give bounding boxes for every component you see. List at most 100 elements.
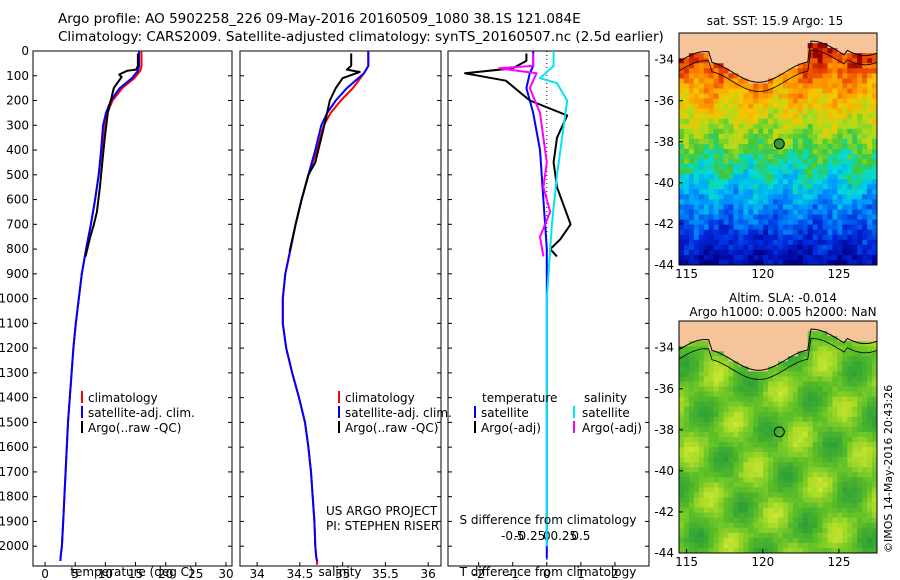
map-cell <box>688 128 695 135</box>
map-cell <box>862 321 868 327</box>
map-cell <box>847 507 853 514</box>
map-cell <box>763 259 769 265</box>
map-cell <box>703 214 710 221</box>
map-cell <box>872 103 877 110</box>
map-cell <box>842 396 848 403</box>
map-cell <box>753 239 759 246</box>
map-cell <box>763 159 769 165</box>
map-cell <box>792 507 799 514</box>
map-cell <box>812 547 818 553</box>
map-cell <box>718 259 724 265</box>
sal-series <box>281 51 370 565</box>
map-cell <box>683 113 690 120</box>
map-cell <box>679 33 685 39</box>
map-cell <box>807 214 814 221</box>
map-cell <box>792 98 799 105</box>
map-cell <box>743 78 749 84</box>
map-cell <box>872 43 877 49</box>
map-cell <box>763 376 769 382</box>
map-cell <box>768 98 774 105</box>
map-cell <box>748 159 754 165</box>
map-cell <box>708 321 715 327</box>
map-cell <box>753 33 759 39</box>
map-cell <box>758 492 764 498</box>
map-cell <box>679 547 685 553</box>
map-cell <box>688 259 695 265</box>
map-cell <box>713 33 719 39</box>
map-cell <box>773 447 779 453</box>
map-cell <box>763 477 769 483</box>
map-cell <box>822 259 828 265</box>
map-cell <box>862 346 868 352</box>
map-cell <box>832 48 838 54</box>
map-cell <box>778 234 784 241</box>
map-cell <box>837 522 843 529</box>
map-cell <box>807 386 814 393</box>
map-cell <box>822 447 828 453</box>
map-cell <box>792 169 799 175</box>
map-cell <box>733 442 739 448</box>
map-cell <box>782 103 789 110</box>
map-cell <box>802 239 809 246</box>
map-cell <box>713 346 719 352</box>
map-cell <box>778 249 784 256</box>
map-cell <box>738 93 744 99</box>
map-cell <box>703 482 710 488</box>
map-cell <box>802 442 809 448</box>
map-cell <box>852 239 858 246</box>
map-cell <box>832 537 838 544</box>
map-cell <box>738 507 744 514</box>
map-cell <box>812 346 818 352</box>
y-tick-label: 800 <box>6 242 29 256</box>
map-cell <box>827 411 833 418</box>
map-cell <box>693 391 700 398</box>
map-cell <box>679 154 685 160</box>
map-cell <box>847 143 853 150</box>
map-cell <box>748 356 754 362</box>
map-cell <box>713 73 719 79</box>
map-cell <box>812 361 818 367</box>
map-cell <box>703 376 710 382</box>
map-cell <box>842 507 848 514</box>
map-cell <box>679 244 685 251</box>
map-cell <box>812 517 818 524</box>
map-cell <box>782 254 789 261</box>
map-cell <box>867 507 873 514</box>
map-cell <box>867 381 873 387</box>
map-cell <box>773 517 779 524</box>
series-line-salinity-satellite <box>539 51 569 547</box>
map-cell <box>763 462 769 468</box>
map-cell <box>733 406 739 413</box>
map-cell <box>857 149 863 155</box>
map-cell <box>703 512 710 519</box>
map-cell <box>812 63 818 69</box>
map-cell <box>847 487 853 493</box>
map-cell <box>827 33 833 39</box>
map-cell <box>787 492 794 498</box>
map-cell <box>817 189 823 195</box>
argo-location-marker <box>773 426 785 438</box>
map-cell <box>768 482 774 488</box>
map-cell <box>822 113 828 120</box>
map-cell <box>827 38 833 44</box>
map-cell <box>817 174 823 180</box>
map-cell <box>778 33 784 39</box>
map-cell <box>872 53 877 59</box>
map-cell <box>753 138 759 145</box>
map-cell <box>723 73 729 79</box>
map-cell <box>768 431 774 438</box>
map-cell <box>787 406 794 413</box>
map-cell <box>837 249 843 256</box>
map-cell <box>718 547 724 553</box>
map-cell <box>748 224 754 231</box>
map-cell <box>723 406 729 413</box>
map-cell <box>753 452 759 458</box>
map-cell <box>733 43 739 49</box>
map-cell <box>802 361 809 367</box>
map-cell <box>758 336 764 342</box>
map-cell <box>743 63 749 69</box>
map-cell <box>733 497 739 503</box>
map-cell <box>797 437 804 443</box>
map-cell <box>728 214 734 221</box>
map-cell <box>867 179 873 185</box>
